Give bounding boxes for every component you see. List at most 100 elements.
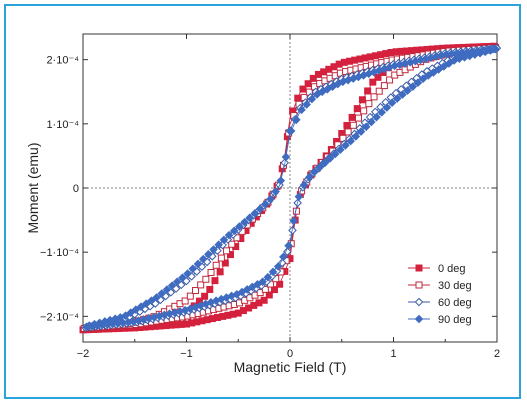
data-point [202,275,210,283]
data-point [261,285,269,293]
data-point [214,240,223,249]
data-point [204,250,213,259]
data-point [284,241,293,250]
data-point [270,286,278,294]
legend-marker [415,264,423,272]
data-point [307,94,317,104]
data-point [228,240,236,248]
data-point [121,311,130,320]
data-point [273,262,283,271]
data-point [315,163,324,172]
data-point [271,187,280,196]
data-point [372,112,381,122]
data-point [250,209,260,218]
data-point [304,173,314,182]
data-point [339,134,347,142]
data-point [403,86,412,95]
data-point [147,296,156,306]
x-tick-label: 0 [287,348,293,360]
data-point [374,73,382,81]
data-point [444,59,454,68]
data-point [292,115,301,125]
data-point [209,245,218,254]
x-tick-label: −2 [77,348,90,360]
data-point [341,141,350,150]
data-point [281,152,291,162]
data-point [167,281,177,290]
data-point [392,94,402,103]
data-point [221,259,229,267]
data-point [413,78,423,88]
data-point [320,158,330,168]
data-point [276,280,284,288]
data-point [355,114,363,122]
data-point [408,82,418,91]
x-tick-label: −1 [180,348,193,360]
data-point [219,235,229,245]
x-tick-label: 1 [390,348,396,360]
data-point [235,222,244,231]
data-point [255,204,265,214]
data-point [224,230,234,240]
data-point [266,194,275,204]
data-point [344,128,352,136]
y-tick-label: 0 [73,183,79,195]
data-point [346,136,355,146]
data-point [343,121,351,129]
data-point [302,100,311,109]
data-point [141,299,151,309]
legend-marker [414,297,424,307]
x-axis-title: Magnetic Field (T) [234,359,347,375]
legend-label: 60 deg [438,297,472,309]
y-tick-label: 2·10⁻⁴ [46,55,79,67]
data-point [276,176,286,185]
data-point [418,74,428,84]
data-point [188,264,198,274]
data-point [382,103,392,112]
data-point [439,62,449,71]
legend: 0 deg 30 deg 60 deg 90 deg [408,263,472,326]
data-point [299,180,309,190]
data-point [223,247,231,255]
data-point [245,213,255,223]
data-point [325,154,335,163]
data-point [488,44,498,54]
data-point [136,302,146,311]
legend-label: 30 deg [438,280,472,292]
data-point [178,273,187,283]
data-point [229,226,239,236]
data-point [349,121,357,129]
data-point [157,289,167,298]
data-point [131,305,141,314]
data-point [240,217,249,227]
data-point [375,87,383,95]
data-point [183,269,192,278]
data-point [360,107,368,115]
data-point [226,251,234,259]
data-point [361,122,371,132]
data-point [348,113,356,121]
data-point [369,78,377,86]
reference-lines [83,34,497,342]
data-point [211,277,219,285]
tick-labels: −2 −1 0 1 2 −2·10⁻⁴ −1·10⁻⁴ 0 1·10⁻⁴ 2·10⁻⁴ [40,55,500,360]
data-point [353,105,361,113]
legend-label: 0 deg [438,263,466,275]
series-layer [79,42,502,334]
data-point [289,216,299,226]
data-point [172,277,182,286]
data-point [294,192,304,201]
data-point [351,132,361,141]
legend-label: 90 deg [438,314,472,326]
data-point [258,277,267,287]
data-point [365,100,373,108]
data-point [398,90,407,99]
data-point [370,93,378,101]
series-90-deg [82,44,500,332]
data-point [286,126,296,136]
data-point [126,308,136,317]
data-point [387,98,397,108]
data-point [434,65,443,74]
data-point [181,297,189,305]
